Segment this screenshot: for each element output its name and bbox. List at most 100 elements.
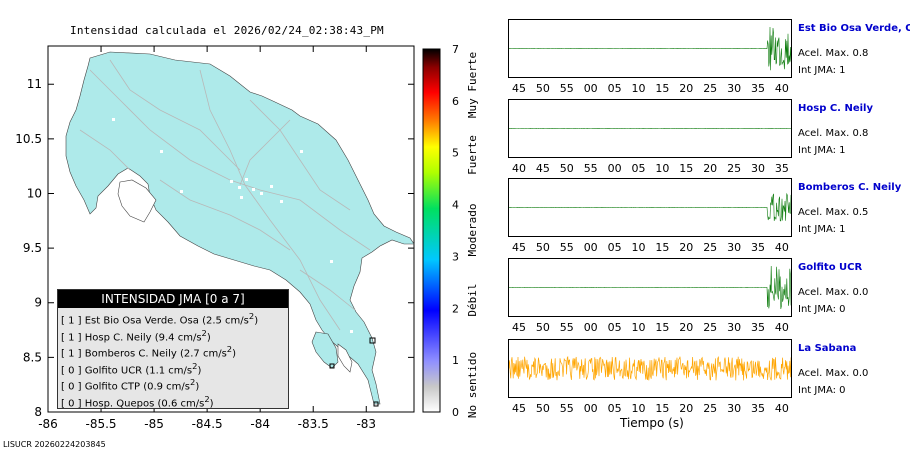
time-tick-label: 10 — [631, 241, 646, 254]
legend-rows: [ 1 ] Est Bio Osa Verde. Osa (2.5 cm/s2)… — [58, 308, 288, 409]
waveform-trace — [509, 355, 791, 381]
waveform-trace — [509, 265, 791, 310]
time-tick-label: 00 — [607, 162, 622, 175]
time-tick-label: 05 — [631, 162, 646, 175]
map-x-axis: -86 -85.5 -85 -84.5 -84 -83.5 -83 — [38, 46, 376, 431]
time-tick-label: 35 — [751, 82, 765, 95]
trace-panel — [508, 339, 792, 398]
road-network — [79, 59, 371, 331]
legend-close-paren: ) — [254, 315, 259, 327]
scale-tick-label: 5 — [452, 147, 459, 160]
legend-row: [ 0 ] Golfito UCR (1.1 cm/s2) — [58, 358, 288, 376]
time-tick-label: 00 — [583, 82, 598, 95]
time-tick-label: 25 — [703, 82, 718, 95]
legend-station-name: Est Bio Osa Verde. Osa — [84, 315, 199, 327]
x-tick-label: -84 — [250, 417, 270, 431]
time-tick-label: 25 — [703, 241, 718, 254]
waveform-line — [509, 265, 791, 310]
scale-tick-label: 1 — [452, 354, 459, 367]
y-tick-label: 9 — [34, 296, 42, 310]
legend-level: [ 1 ] — [61, 348, 82, 360]
legend-station-name: Bomberos C. Neily — [84, 348, 177, 360]
station-max-acceleration: Acel. Max. 0.5 — [798, 207, 869, 218]
station-name: Golfito UCR — [798, 262, 863, 273]
time-tick-row: 45 50 55 00 05 10 15 20 25 30 35 40 — [508, 241, 790, 255]
legend-header: INTENSIDAD JMA [0 a 7] — [58, 290, 288, 308]
time-tick-label: 05 — [607, 402, 622, 415]
time-tick-label: 30 — [727, 82, 742, 95]
time-tick-label: 05 — [607, 241, 622, 254]
time-tick-label: 35 — [751, 241, 765, 254]
legend-row: [ 1 ] Bomberos C. Neily (2.7 cm/s2) — [58, 341, 288, 360]
time-tick-label: 10 — [655, 162, 670, 175]
legend-close-paren: ) — [209, 397, 214, 409]
legend-value: (2.5 cm/s — [202, 315, 249, 327]
station-max-acceleration: Acel. Max. 0.0 — [798, 287, 869, 298]
legend-row: [ 0 ] Hosp. Quepos (0.6 cm/s2) — [58, 391, 288, 409]
time-tick-label: 25 — [703, 402, 718, 415]
time-tick-label: 45 — [535, 162, 550, 175]
time-tick-label: 35 — [751, 402, 765, 415]
time-tick-label: 35 — [751, 321, 765, 334]
station-name: La Sabana — [798, 343, 857, 354]
gulf-nicoya — [117, 179, 157, 223]
legend-row: [ 1 ] Hosp C. Neily (9.4 cm/s2) — [58, 325, 288, 343]
time-tick-row: 40 45 50 55 00 05 10 15 20 25 30 35 — [508, 162, 790, 176]
station-info: Golfito UCR Acel. Max. 0.0 Int JMA: 0 — [798, 262, 868, 315]
scale-category-label: Fuerte — [466, 135, 479, 175]
scale-tick-label: 3 — [452, 250, 459, 263]
time-tick-label: 40 — [512, 162, 526, 175]
legend-unit-exponent: 2 — [192, 360, 198, 371]
legend-level: [ 1 ] — [61, 331, 82, 343]
time-tick-label: 10 — [631, 321, 646, 334]
time-tick-label: 15 — [655, 402, 670, 415]
legend-unit-exponent: 2 — [204, 393, 210, 404]
station-jma-intensity: Int JMA: 1 — [798, 145, 846, 156]
map-y-axis: 11 10.5 10 9.5 9 8.5 8 — [15, 77, 414, 419]
golfo-dulce — [337, 343, 353, 373]
legend-value: (0.9 cm/s — [143, 381, 191, 393]
time-tick-label: 50 — [535, 241, 550, 254]
legend-close-paren: ) — [206, 331, 211, 343]
time-tick-label: 50 — [535, 321, 550, 334]
time-tick-label: 30 — [751, 162, 765, 175]
x-tick-label: -86 — [38, 417, 58, 431]
y-tick-label: 10 — [27, 186, 42, 200]
station-jma-intensity: Int JMA: 1 — [798, 224, 846, 235]
time-tick-label: 00 — [583, 321, 598, 334]
legend-level: [ 0 ] — [61, 397, 82, 409]
time-tick-label: 40 — [774, 402, 789, 415]
time-tick-label: 15 — [655, 82, 670, 95]
legend-level: [ 0 ] — [61, 364, 82, 376]
time-tick-row: 45 50 55 00 05 10 15 20 25 30 35 40 — [508, 321, 790, 335]
station-name: Est Bio Osa Verde, Osa — [798, 23, 910, 34]
legend-unit-exponent: 2 — [190, 377, 196, 387]
legend-station-name: Hosp C. Neily — [84, 331, 152, 343]
legend-value: (2.7 cm/s — [179, 348, 227, 360]
scale-tick-label: 2 — [452, 302, 459, 315]
time-tick-label: 55 — [559, 241, 574, 254]
scale-tick-label: 0 — [452, 406, 459, 419]
time-tick-label: 50 — [535, 402, 550, 415]
station-marker — [369, 337, 376, 344]
time-tick-label: 20 — [703, 162, 718, 175]
waveform-line — [509, 192, 791, 222]
legend-close-paren: ) — [195, 381, 200, 393]
time-tick-label: 15 — [655, 241, 670, 254]
station-max-acceleration: Acel. Max. 0.0 — [798, 368, 869, 379]
time-tick-label: 45 — [512, 402, 526, 415]
time-tick-label: 10 — [631, 402, 646, 415]
station-jma-intensity: Int JMA: 0 — [798, 385, 846, 396]
x-tick-label: -83 — [356, 417, 376, 431]
time-tick-label: 25 — [727, 162, 742, 175]
legend-level: [ 1 ] — [61, 315, 82, 327]
x-tick-label: -85 — [144, 417, 164, 431]
y-tick-label: 8.5 — [23, 350, 42, 364]
scale-category-label: Débil — [466, 283, 479, 316]
time-tick-label: 55 — [559, 82, 574, 95]
time-tick-label: 05 — [607, 321, 622, 334]
time-tick-label: 55 — [559, 402, 574, 415]
station-max-acceleration: Acel. Max. 0.8 — [798, 128, 869, 139]
legend-unit-exponent: 2 — [201, 327, 207, 338]
time-tick-label: 25 — [703, 321, 718, 334]
